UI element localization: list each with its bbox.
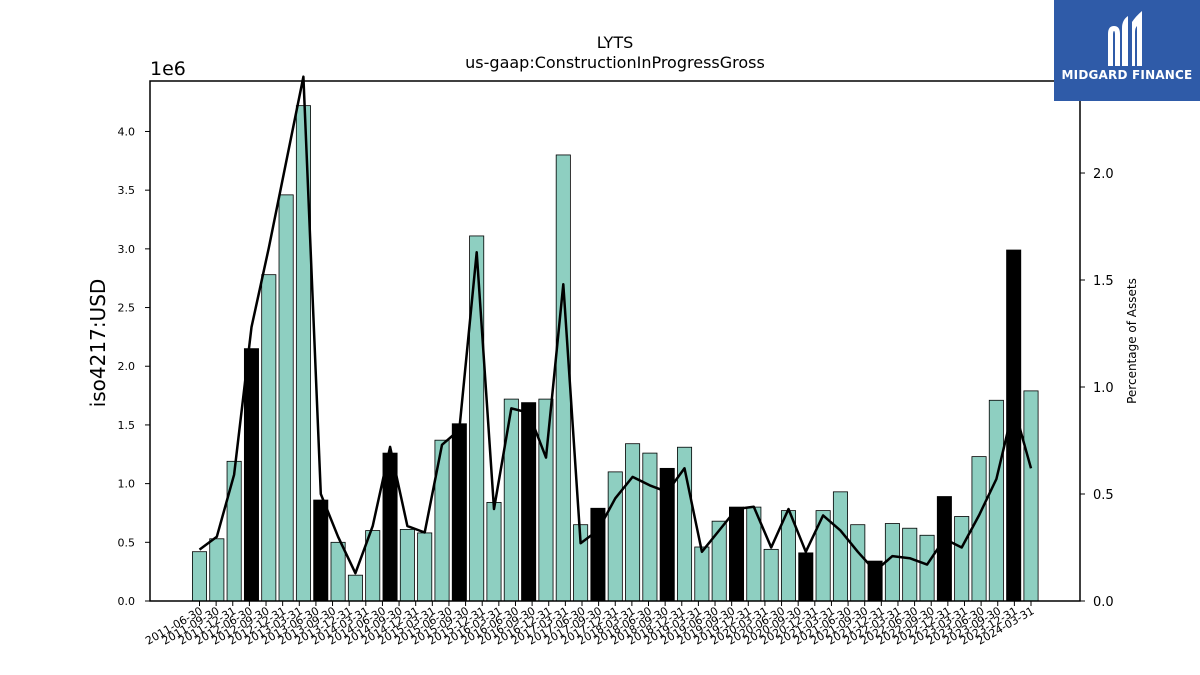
midgard-finance-logo: MIDGARD FINANCE (1054, 0, 1200, 101)
y2-tick-label: 0.5 (1093, 488, 1114, 503)
bar (330, 541, 346, 602)
bar (902, 527, 918, 602)
y-offset-label: 1e6 (150, 58, 186, 80)
bar (850, 524, 866, 602)
bar (832, 491, 848, 602)
bar (971, 456, 987, 602)
bar (988, 399, 1004, 602)
y-tick-label: 1.0 (118, 478, 136, 491)
chart-title: LYTS (597, 33, 634, 52)
chart-subtitle: us-gaap:ConstructionInProgressGross (465, 53, 765, 72)
y-tick-label: 0.0 (118, 595, 136, 608)
y-tick-label: 1.5 (118, 419, 136, 432)
bar (313, 499, 329, 602)
y-tick-label: 3.5 (118, 184, 136, 197)
y-tick-label: 4.0 (118, 125, 136, 138)
bar (954, 516, 970, 602)
bar (261, 274, 277, 602)
bar (729, 506, 745, 602)
bar (538, 398, 554, 602)
y-axis-label: iso4217:USD (86, 279, 110, 408)
bar (555, 154, 571, 602)
bar (919, 534, 935, 602)
y-tick-label: 2.0 (118, 360, 136, 373)
percentage-line (198, 75, 1033, 575)
bar (486, 501, 502, 602)
bar (763, 548, 779, 602)
bar (798, 552, 814, 602)
bar (243, 348, 259, 602)
y2-tick-label: 0.0 (1093, 595, 1114, 610)
y-tick-label: 3.0 (118, 243, 136, 256)
bar (694, 546, 710, 602)
bar (226, 460, 242, 602)
bar (278, 194, 294, 602)
brand-name: MIDGARD FINANCE (1061, 68, 1193, 82)
y2-tick-label: 1.5 (1093, 274, 1114, 289)
bar (521, 402, 537, 602)
y-tick-label: 0.5 (118, 536, 136, 549)
bar (503, 398, 519, 602)
bar (399, 528, 415, 602)
y2-tick-label: 1.0 (1093, 381, 1114, 396)
bar (417, 532, 433, 602)
y2-axis-label: Percentage of Assets (1125, 278, 1139, 404)
y-tick-label: 2.5 (118, 302, 136, 315)
bar (659, 467, 675, 602)
bar (347, 574, 363, 602)
bar (642, 452, 658, 602)
bar (625, 443, 641, 602)
bar (191, 551, 208, 602)
bar (451, 423, 467, 602)
bar (711, 520, 727, 602)
bar (209, 538, 225, 602)
bar (1023, 390, 1039, 602)
bar (936, 496, 952, 602)
y2-tick-label: 2.0 (1093, 167, 1114, 182)
midgard-logo-icon (1108, 11, 1142, 66)
bar (884, 523, 900, 602)
